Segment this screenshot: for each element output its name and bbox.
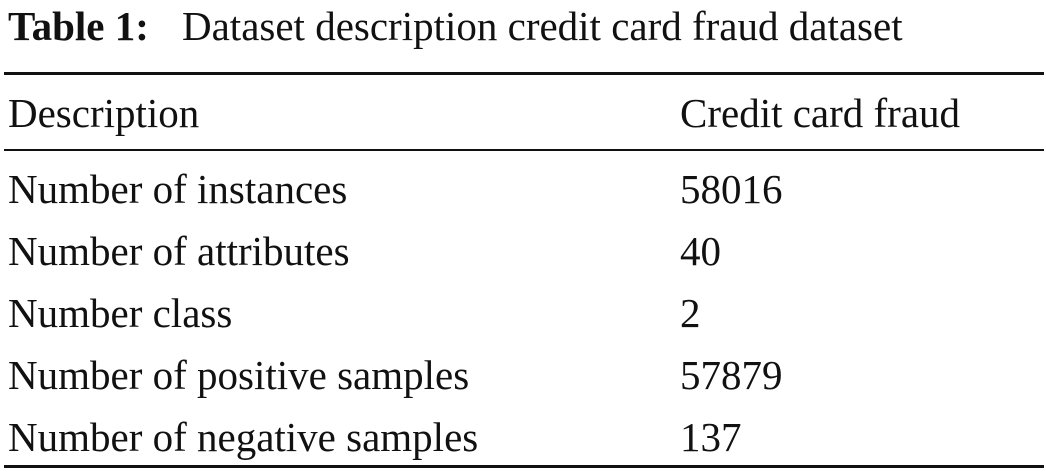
table-cell: Number of attributes [8,228,350,274]
table-cell: 137 [680,414,742,460]
caption-text: Dataset description credit card fraud da… [182,3,903,49]
bottom-rule [4,465,1044,468]
table-cell: 2 [680,290,701,336]
table-cell: 58016 [680,166,783,212]
caption-label: Table 1: [8,3,149,49]
table-cell: 57879 [680,352,783,398]
table-cell: 40 [680,228,721,274]
header-cell: Credit card fraud [680,90,961,136]
top-rule [4,72,1044,75]
mid-rule [4,149,1044,151]
table-cell: Number of negative samples [8,414,479,460]
header-cell: Description [8,90,200,136]
table-cell: Number of positive samples [8,352,470,398]
table-cell: Number of instances [8,166,348,212]
table-cell: Number class [8,290,233,336]
